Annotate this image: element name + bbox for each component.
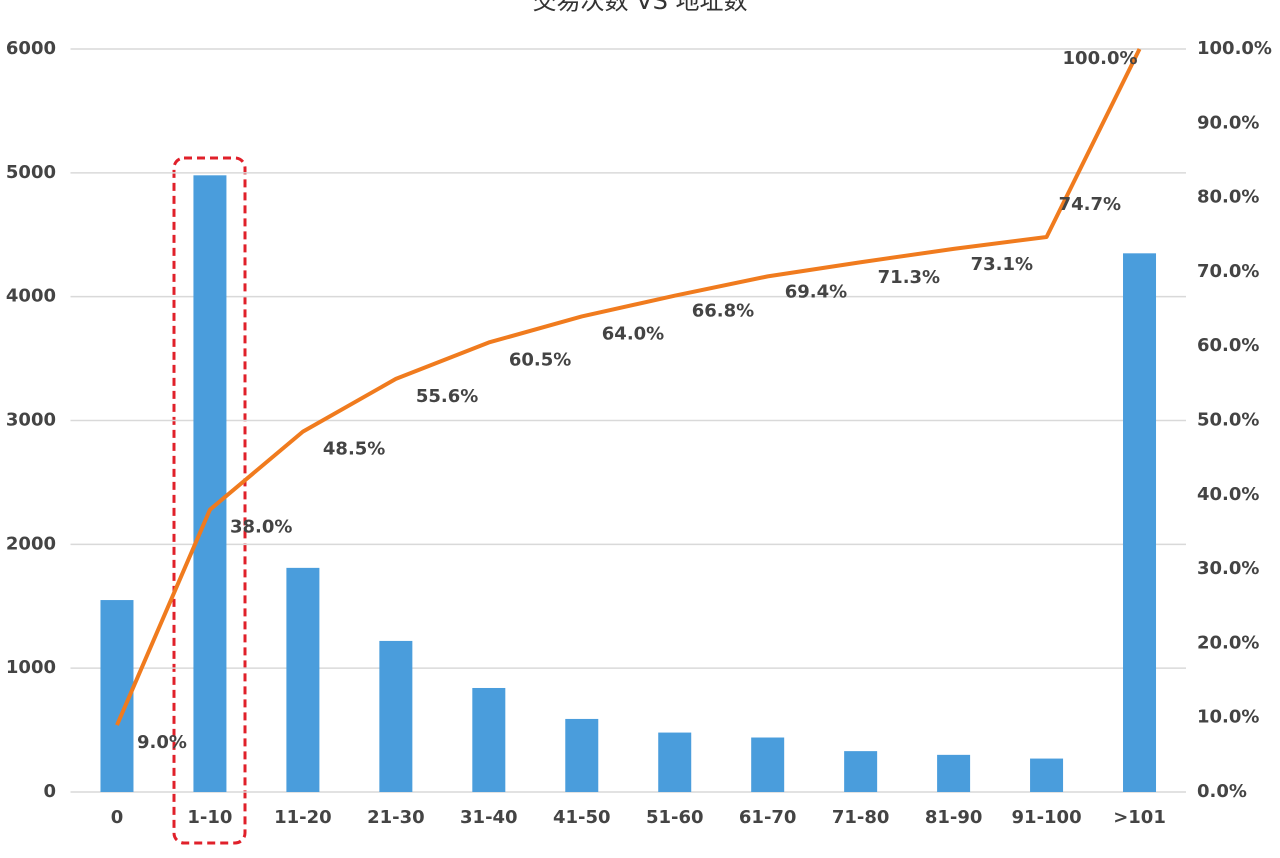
data-label: 69.4% [785, 281, 847, 302]
y2-tick-label: 30.0% [1197, 558, 1259, 579]
line [115, 48, 1142, 726]
x-tick-label: 21-30 [367, 807, 425, 828]
y2-tick-label: 20.0% [1197, 632, 1259, 653]
data-label: 66.8% [692, 301, 754, 322]
y2-tick-label: 80.0% [1197, 187, 1259, 208]
x-tick-label: 71-80 [832, 807, 890, 828]
x-tick-label: 61-70 [739, 807, 797, 828]
bar [565, 718, 599, 792]
bar [937, 754, 971, 792]
x-tick-label: 81-90 [925, 807, 983, 828]
y-tick-label: 4000 [6, 286, 56, 307]
data-label: 9.0% [137, 732, 187, 753]
bar [472, 687, 506, 792]
highlight-box [172, 156, 247, 845]
x-tick-label: 31-40 [460, 807, 518, 828]
y-tick-label: 2000 [6, 533, 56, 554]
x-tick-label: 91-100 [1012, 807, 1082, 828]
x-tick-label: 41-50 [553, 807, 611, 828]
y2-tick-label: 90.0% [1197, 112, 1259, 133]
y-tick-label: 6000 [6, 38, 56, 59]
x-tick-label: 1-10 [187, 807, 232, 828]
bar [658, 732, 692, 792]
x-tick-label: 11-20 [274, 807, 332, 828]
bar [286, 567, 320, 792]
y2-tick-label: 60.0% [1197, 335, 1259, 356]
x-tick-label: 51-60 [646, 807, 704, 828]
y2-tick-label: 10.0% [1197, 707, 1259, 728]
y2-tick-label: 100.0% [1197, 38, 1272, 59]
y-tick-label: 5000 [6, 162, 56, 183]
y2-tick-label: 70.0% [1197, 261, 1259, 282]
y2-tick-label: 40.0% [1197, 484, 1259, 505]
data-label: 100.0% [1063, 48, 1138, 69]
bar [1123, 253, 1157, 792]
chart-title: 交易次数 VS 地址数 [533, 0, 748, 15]
data-label: 60.5% [509, 349, 571, 370]
bar [751, 737, 785, 792]
bar [1030, 758, 1064, 792]
y-tick-label: 1000 [6, 657, 56, 678]
y-tick-label: 0 [43, 781, 56, 802]
y2-tick-label: 0.0% [1197, 781, 1247, 802]
bar [379, 640, 413, 792]
data-label: 38.0% [230, 517, 292, 538]
y2-tick-label: 50.0% [1197, 410, 1259, 431]
y-tick-label: 3000 [6, 410, 56, 431]
data-label: 48.5% [323, 439, 385, 460]
data-label: 73.1% [971, 254, 1033, 275]
data-label: 74.7% [1059, 194, 1121, 215]
data-label: 55.6% [416, 386, 478, 407]
x-tick-label: >101 [1113, 807, 1166, 828]
bar [844, 751, 878, 792]
x-tick-label: 0 [111, 807, 124, 828]
bar [193, 175, 227, 792]
data-label: 71.3% [878, 267, 940, 288]
data-label: 64.0% [602, 323, 664, 344]
